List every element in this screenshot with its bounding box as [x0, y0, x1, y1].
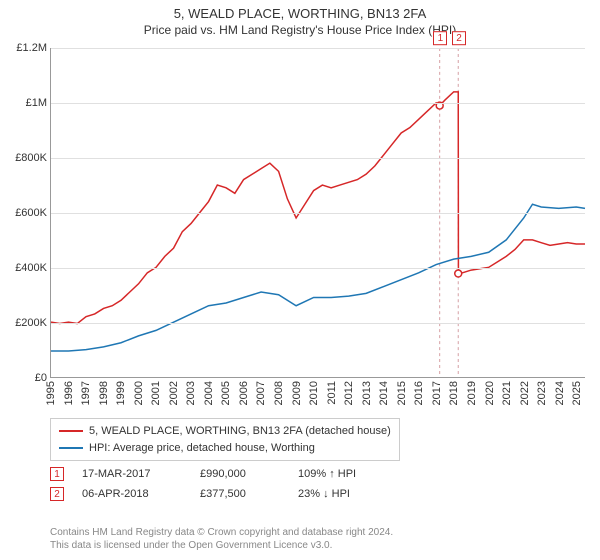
event-pct: 23% ↓ HPI	[298, 488, 398, 500]
y-tick-label: £1.2M	[16, 42, 47, 54]
legend-label: 5, WEALD PLACE, WORTHING, BN13 2FA (deta…	[89, 423, 391, 440]
x-tick-label: 1999	[115, 381, 127, 405]
x-tick-label: 2012	[343, 381, 355, 405]
x-tick-label: 1997	[80, 381, 92, 405]
y-gridline	[51, 268, 585, 269]
x-tick-label: 2019	[466, 381, 478, 405]
x-tick-label: 2010	[308, 381, 320, 405]
event-row: 1 17-MAR-2017 £990,000 109% ↑ HPI	[50, 464, 398, 484]
x-tick-label: 2000	[133, 381, 145, 405]
y-gridline	[51, 213, 585, 214]
event-marker-icon: 1	[50, 467, 64, 481]
footer-attribution: Contains HM Land Registry data © Crown c…	[50, 526, 393, 552]
legend-swatch	[59, 430, 83, 432]
event-row: 2 06-APR-2018 £377,500 23% ↓ HPI	[50, 484, 398, 504]
x-tick-label: 2013	[361, 381, 373, 405]
x-tick-label: 2011	[326, 381, 338, 405]
y-gridline	[51, 103, 585, 104]
event-pct: 109% ↑ HPI	[298, 468, 398, 480]
x-tick-label: 2023	[536, 381, 548, 405]
x-tick-label: 2002	[168, 381, 180, 405]
legend-swatch	[59, 447, 83, 449]
legend-item: 5, WEALD PLACE, WORTHING, BN13 2FA (deta…	[59, 423, 391, 440]
y-tick-label: £1M	[26, 97, 47, 109]
legend-item: HPI: Average price, detached house, Wort…	[59, 440, 391, 457]
y-tick-label: £800K	[15, 152, 47, 164]
legend-label: HPI: Average price, detached house, Wort…	[89, 440, 315, 457]
chart-subtitle: Price paid vs. HM Land Registry's House …	[0, 23, 600, 41]
chart-event-marker: 1	[433, 31, 447, 45]
x-tick-label: 2008	[273, 381, 285, 405]
series-line	[51, 204, 585, 351]
event-price: £377,500	[200, 488, 280, 500]
x-tick-label: 2004	[203, 381, 215, 405]
events-table: 1 17-MAR-2017 £990,000 109% ↑ HPI 2 06-A…	[50, 464, 398, 504]
series-line	[51, 92, 585, 324]
x-tick-label: 1996	[63, 381, 75, 405]
x-tick-label: 2016	[413, 381, 425, 405]
legend: 5, WEALD PLACE, WORTHING, BN13 2FA (deta…	[50, 418, 400, 461]
x-tick-label: 2025	[571, 381, 583, 405]
y-gridline	[51, 158, 585, 159]
x-tick-label: 2001	[150, 381, 162, 405]
x-tick-label: 2007	[255, 381, 267, 405]
event-date: 06-APR-2018	[82, 488, 182, 500]
x-tick-label: 1995	[45, 381, 57, 405]
y-tick-label: £400K	[15, 262, 47, 274]
x-tick-label: 2021	[501, 381, 513, 405]
y-tick-label: £600K	[15, 207, 47, 219]
x-tick-label: 2014	[378, 381, 390, 405]
x-tick-label: 2020	[484, 381, 496, 405]
x-tick-label: 2018	[448, 381, 460, 405]
x-tick-label: 2015	[396, 381, 408, 405]
x-tick-label: 2003	[185, 381, 197, 405]
event-marker-icon: 2	[50, 487, 64, 501]
x-tick-label: 2005	[220, 381, 232, 405]
chart-title: 5, WEALD PLACE, WORTHING, BN13 2FA	[0, 0, 600, 23]
y-tick-label: £200K	[15, 317, 47, 329]
x-tick-label: 2024	[554, 381, 566, 405]
x-tick-label: 1998	[98, 381, 110, 405]
chart-container: 5, WEALD PLACE, WORTHING, BN13 2FA Price…	[0, 0, 600, 560]
x-tick-label: 2022	[519, 381, 531, 405]
plot-area: £0£200K£400K£600K£800K£1M£1.2M1995199619…	[50, 48, 585, 378]
event-date: 17-MAR-2017	[82, 468, 182, 480]
footer-line: Contains HM Land Registry data © Crown c…	[50, 526, 393, 539]
event-price: £990,000	[200, 468, 280, 480]
y-gridline	[51, 323, 585, 324]
footer-line: This data is licensed under the Open Gov…	[50, 539, 393, 552]
x-tick-label: 2006	[238, 381, 250, 405]
y-gridline	[51, 48, 585, 49]
x-tick-label: 2009	[291, 381, 303, 405]
chart-event-marker: 2	[452, 31, 466, 45]
x-tick-label: 2017	[431, 381, 443, 405]
